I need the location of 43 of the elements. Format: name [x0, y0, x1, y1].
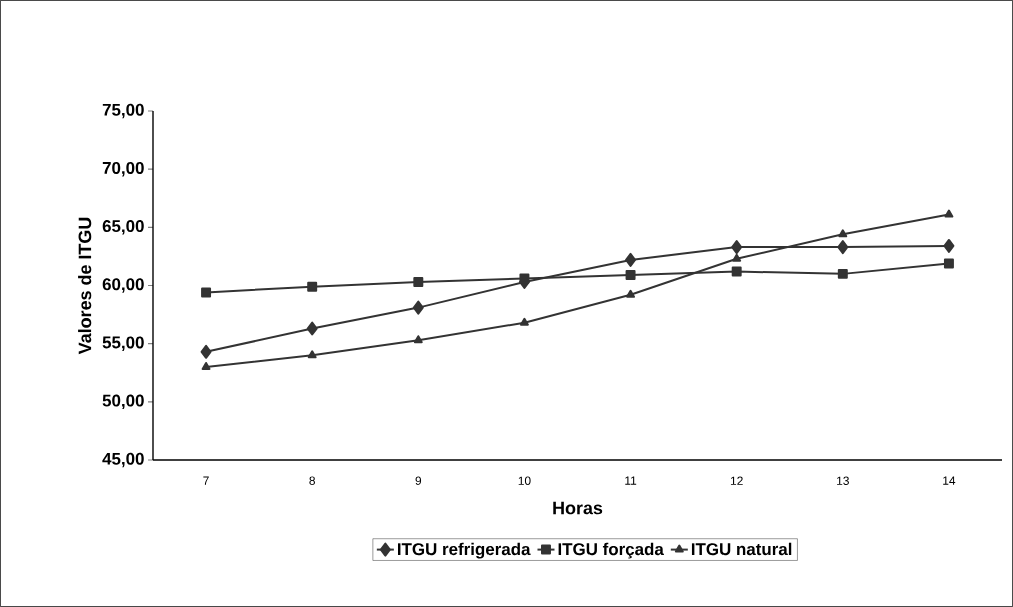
point [625, 270, 636, 281]
y-tick-label: 65,00 [102, 220, 144, 235]
x-tick-label: 12 [730, 476, 743, 485]
y-tick-label: 50,00 [102, 394, 144, 410]
point [307, 350, 317, 359]
y-tick-label: 70,00 [102, 161, 144, 177]
point [943, 238, 955, 253]
point [413, 335, 423, 344]
point [943, 258, 954, 269]
point [626, 289, 636, 298]
point [732, 253, 742, 262]
point [838, 229, 848, 238]
legend-label: ITGU refrigerada [397, 542, 531, 559]
point [519, 317, 529, 326]
point [200, 344, 212, 359]
y-tick-label: 60,00 [102, 278, 144, 293]
point [413, 277, 424, 287]
point [201, 287, 212, 298]
point [201, 361, 211, 370]
legend-label: ITGU natural [691, 542, 792, 556]
y-tick-label: 55,00 [102, 336, 144, 351]
legend-label: ITGU forçada [558, 542, 664, 559]
point [944, 209, 954, 218]
point [307, 281, 318, 292]
point [412, 300, 424, 315]
point [837, 240, 849, 255]
x-tick-label: 11 [625, 476, 637, 485]
point [837, 268, 848, 279]
x-tick-label: 14 [943, 476, 956, 485]
point [731, 266, 742, 277]
point [625, 252, 637, 267]
x-tick-label: 9 [415, 476, 422, 485]
x-tick-label: 8 [309, 476, 315, 485]
y-tick-label: 45,00 [102, 452, 144, 468]
x-tick-label: 13 [837, 476, 849, 485]
y-axis-title: Valores de ITGU [78, 217, 92, 355]
y-tick-label: 75,00 [102, 103, 144, 119]
point [519, 273, 530, 284]
point [731, 240, 743, 255]
point [306, 321, 318, 336]
x-tick-label: 7 [203, 476, 209, 485]
x-tick-label: 10 [518, 476, 531, 485]
x-axis-title: Horas [553, 501, 603, 515]
